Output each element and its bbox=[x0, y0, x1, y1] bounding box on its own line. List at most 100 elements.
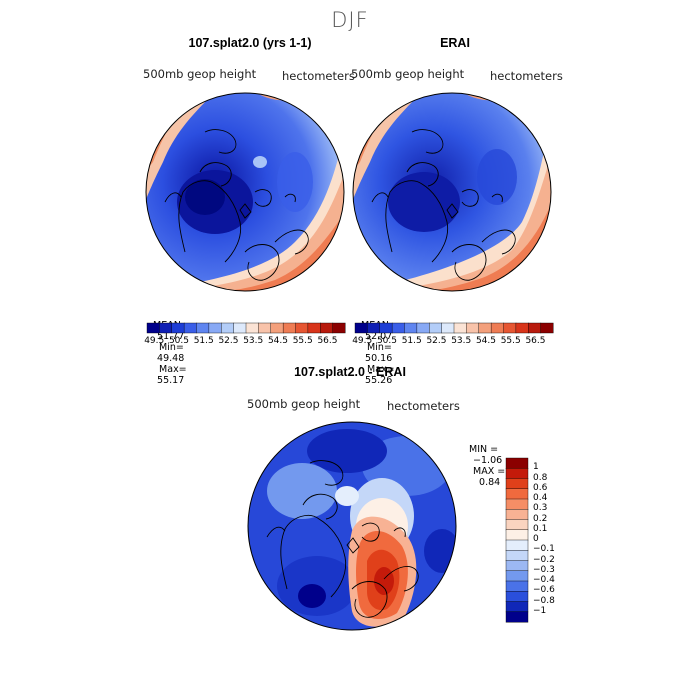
panel-1-max-value: 55.17 bbox=[157, 375, 185, 386]
difference-units-label: hectometers bbox=[387, 399, 460, 413]
panel-1-colorbar-swatch bbox=[183, 322, 198, 334]
panel-1-colorbar-tick-label: 49.5 bbox=[144, 336, 165, 346]
panel-2-min-label: Min= bbox=[367, 342, 392, 353]
panel-1-colorbar-swatch bbox=[233, 322, 247, 334]
difference-colorbar-swatch bbox=[505, 570, 529, 582]
difference-colorbar-swatch bbox=[505, 601, 529, 613]
main-title: DJF bbox=[331, 8, 369, 32]
difference-colorbar-tick-label: −0.3 bbox=[533, 564, 555, 575]
panel-2-colorbar-tick-label: 56.5 bbox=[525, 336, 546, 346]
difference-colorbar-tick-label: 0.2 bbox=[533, 513, 548, 524]
panel-2-max-value: 55.26 bbox=[365, 375, 393, 386]
difference-colorbar-swatch bbox=[505, 498, 529, 510]
difference-panel-title: 107.splat2.0 - ERAI bbox=[294, 365, 406, 379]
difference-colorbar-swatch bbox=[505, 478, 529, 490]
difference-colorbar-tick-label: 1 bbox=[533, 462, 539, 473]
panel-2-colorbar-swatch bbox=[528, 322, 542, 334]
panel-1-colorbar-swatch bbox=[146, 322, 160, 334]
panel-1-colorbar-tick-label: 55.5 bbox=[292, 336, 313, 346]
difference-colorbar-swatch bbox=[505, 539, 529, 551]
difference-colorbar-swatch bbox=[505, 519, 529, 531]
panel-1-min-value: 49.48 bbox=[157, 353, 185, 364]
difference-colorbar-tick-label: −0.6 bbox=[533, 585, 555, 596]
difference-colorbar bbox=[505, 457, 529, 623]
panel-1-colorbar-tick-label: 53.5 bbox=[243, 336, 264, 346]
panel-1-colorbar-tick-label: 50.5 bbox=[168, 336, 189, 346]
panel-1-colorbar-swatch bbox=[332, 322, 346, 334]
panel-2-colorbar-swatch bbox=[478, 322, 492, 334]
panel-2-colorbar-tick-label: 52.5 bbox=[426, 336, 447, 346]
difference-colorbar-tick-label: −0.1 bbox=[533, 544, 555, 555]
panel-1-polar-map bbox=[145, 92, 345, 292]
difference-colorbar-tick-label: −0.2 bbox=[533, 554, 555, 565]
panel-2-colorbar-swatch bbox=[416, 322, 430, 334]
difference-max-label: MAX = bbox=[473, 466, 506, 477]
panel-2-colorbar-tick-label: 50.5 bbox=[376, 336, 397, 346]
difference-colorbar-swatch bbox=[505, 591, 529, 603]
panel-1-colorbar-swatch bbox=[221, 322, 235, 334]
panel-1-colorbar-swatch bbox=[307, 322, 321, 334]
panel-2-colorbar-swatch bbox=[515, 322, 529, 334]
difference-colorbar-swatch bbox=[505, 580, 529, 592]
difference-colorbar-tick-label: 0.4 bbox=[533, 493, 548, 503]
panel-2-max-label: Max= bbox=[367, 364, 395, 375]
panel-2-colorbar-swatch bbox=[453, 322, 467, 334]
panel-2-colorbar-tick-label: 49.5 bbox=[352, 336, 373, 346]
panel-2-colorbar-swatch bbox=[404, 322, 418, 334]
panel-2-colorbar-tick-label: 53.5 bbox=[451, 336, 472, 346]
difference-max-value: 0.84 bbox=[479, 477, 501, 488]
panel-2-colorbar-swatch bbox=[429, 322, 443, 334]
panel-2-colorbar-tick-label: 55.5 bbox=[500, 336, 521, 346]
panel-1-colorbar-labels: 49.5 50.5 51.5 52.5 53.5 54.5 55.5 56.5 bbox=[144, 336, 345, 348]
panel-1-colorbar-swatch bbox=[245, 322, 259, 334]
panel-2-colorbar-swatch bbox=[441, 322, 455, 334]
panel-1-max-label: Max= bbox=[159, 364, 187, 375]
panel-1-variable-label: 500mb geop height bbox=[143, 67, 257, 81]
panel-1-colorbar-swatch bbox=[171, 322, 185, 334]
panel-1-mean-value: 51.77 bbox=[157, 331, 185, 342]
panel-2-colorbar-tick-label: 51.5 bbox=[401, 336, 422, 346]
difference-colorbar-swatch bbox=[505, 529, 529, 541]
panel-1-min-label: Min= bbox=[159, 342, 184, 353]
panel-1-colorbar-swatch bbox=[208, 322, 222, 334]
panel-2-colorbar-swatch bbox=[391, 322, 406, 334]
difference-colorbar-swatch bbox=[505, 488, 529, 500]
difference-variable-label: 500mb geop height bbox=[247, 397, 361, 411]
difference-colorbar-tick-label: 0.1 bbox=[533, 523, 548, 534]
panel-1-colorbar-swatch bbox=[295, 322, 309, 334]
difference-polar-map bbox=[247, 421, 457, 631]
panel-2-colorbar bbox=[354, 322, 554, 334]
panel-1-colorbar-swatch bbox=[196, 322, 210, 334]
panel-2-colorbar-labels: 49.5 50.5 51.5 52.5 53.5 54.5 55.5 56.5 bbox=[352, 336, 553, 348]
panel-1-colorbar-swatch bbox=[270, 322, 284, 334]
panel-1-colorbar-tick-label: 52.5 bbox=[218, 336, 239, 346]
panel-2-colorbar-swatch bbox=[490, 322, 505, 334]
panel-2-polar-map bbox=[352, 92, 552, 292]
difference-min-value: −1.06 bbox=[473, 455, 503, 466]
panel-2-colorbar-swatch bbox=[379, 322, 393, 334]
difference-colorbar-swatch bbox=[505, 611, 529, 623]
difference-colorbar-swatch bbox=[505, 560, 529, 572]
difference-colorbar-tick-label: −0.4 bbox=[533, 575, 555, 585]
panel-1-colorbar-swatch bbox=[159, 322, 173, 334]
panel-1-title: 107.splat2.0 (yrs 1-1) bbox=[188, 36, 312, 50]
difference-colorbar-tick-label: 0 bbox=[533, 534, 539, 544]
panel-2-colorbar-swatch bbox=[466, 322, 480, 334]
panel-1-colorbar-swatch bbox=[258, 322, 272, 334]
panel-2-colorbar-tick-label: 54.5 bbox=[475, 336, 496, 346]
panel-2-units-label: hectometers bbox=[490, 69, 563, 83]
difference-colorbar-tick-label: −1 bbox=[533, 605, 547, 616]
panel-1-colorbar-tick-label: 54.5 bbox=[267, 336, 288, 346]
panel-1-colorbar bbox=[146, 322, 346, 334]
panel-2-min-value: 50.16 bbox=[365, 353, 393, 364]
difference-colorbar-tick-label: 0.3 bbox=[533, 503, 548, 514]
panel-2-mean-value: 52.07 bbox=[365, 331, 393, 342]
panel-1-colorbar-tick-label: 51.5 bbox=[193, 336, 214, 346]
panel-1-units-label: hectometers bbox=[282, 69, 355, 83]
panel-2-colorbar-swatch bbox=[540, 322, 554, 334]
panel-2-colorbar-swatch bbox=[367, 322, 381, 334]
difference-stats: MIN = −1.06 MAX = 0.84 bbox=[463, 433, 505, 488]
panel-1-colorbar-swatch bbox=[320, 322, 334, 334]
difference-min-label: MIN = bbox=[469, 444, 499, 455]
panel-2-variable-label: 500mb geop height bbox=[351, 67, 465, 81]
